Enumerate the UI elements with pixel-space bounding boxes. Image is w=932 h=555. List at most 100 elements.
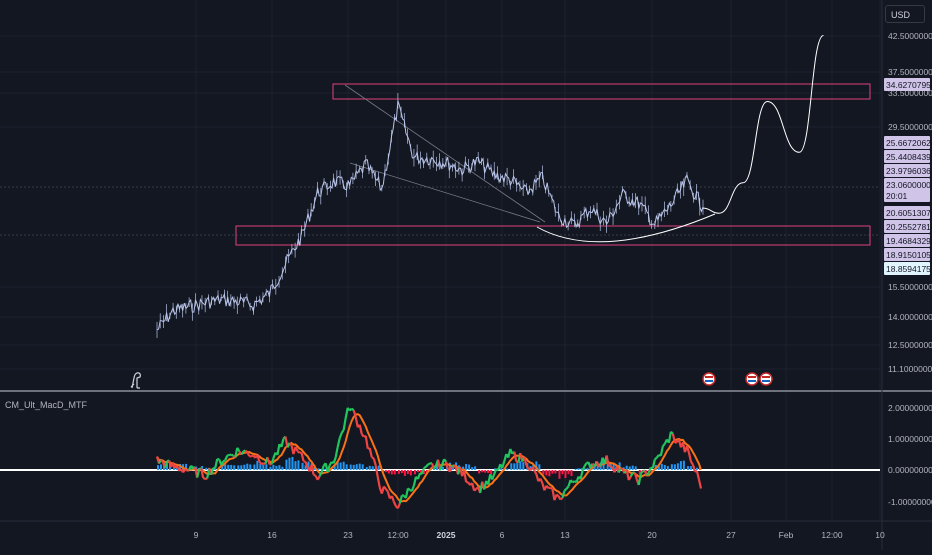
histogram-bar <box>506 469 508 470</box>
histogram-bar <box>324 469 326 470</box>
macd-line-segment <box>424 467 426 468</box>
price-label[interactable]: 34.62707956 <box>884 78 932 91</box>
indicator-axis-tick-label: 2.00000000 <box>888 403 932 413</box>
histogram-bar <box>575 469 577 470</box>
macd-line-segment <box>556 494 558 496</box>
histogram-bar <box>398 470 400 474</box>
histogram-bar <box>474 466 476 470</box>
macd-line-segment <box>245 450 247 452</box>
time-axis-label: 27 <box>726 530 736 540</box>
histogram-bar <box>632 466 634 470</box>
histogram-bar <box>343 462 345 470</box>
currency-badge[interactable]: USD <box>885 5 925 23</box>
price-axis-tick-label: 11.10000000 <box>888 364 932 374</box>
histogram-bar <box>340 463 342 470</box>
histogram-bar <box>265 464 267 470</box>
histogram-bar <box>297 460 299 470</box>
price-axis-tick-label: 14.00000000 <box>888 312 932 322</box>
price-label[interactable]: 18.85941751 <box>884 262 932 275</box>
macd-line-segment <box>621 468 623 470</box>
price-label-value: 18.91501056 <box>886 250 932 260</box>
price-label[interactable]: 20.60513073 <box>884 206 932 219</box>
histogram-bar <box>385 470 387 472</box>
histogram-bar <box>671 464 673 470</box>
histogram-bar <box>414 470 416 474</box>
histogram-bar <box>262 465 264 470</box>
histogram-bar <box>230 465 232 470</box>
histogram-bar <box>388 470 390 474</box>
histogram-bar <box>558 470 560 479</box>
histogram-bar <box>272 465 274 470</box>
histogram-bar <box>205 468 207 470</box>
histogram-bar <box>510 463 512 470</box>
macd-line-segment <box>289 443 291 445</box>
price-label-value: 20.25527811 <box>886 222 932 232</box>
flag-stripe <box>748 376 756 378</box>
histogram-bar <box>484 470 486 473</box>
macd-line-segment <box>231 455 233 456</box>
macd-line-segment <box>671 432 673 434</box>
time-axis-label: 23 <box>343 530 353 540</box>
price-axis-tick-label: 15.50000000 <box>888 282 932 292</box>
histogram-bar <box>288 458 290 470</box>
time-axis-label: 16 <box>267 530 277 540</box>
histogram-bar <box>468 465 470 470</box>
time-axis-label: 9 <box>194 530 199 540</box>
histogram-bar <box>353 465 355 470</box>
histogram-bar <box>587 468 589 470</box>
histogram-bar <box>294 461 296 470</box>
histogram-bar <box>551 470 553 474</box>
indicator-title[interactable]: CM_Ult_MacD_MTF <box>5 400 87 410</box>
histogram-bar <box>157 465 159 470</box>
histogram-bar <box>281 467 283 470</box>
indicator-axis-tick-label: -1.00000000 <box>888 497 932 507</box>
histogram-bar <box>285 460 287 470</box>
histogram-bar <box>516 463 518 470</box>
price-axis-tick-label: 42.50000000 <box>888 31 932 41</box>
price-label[interactable]: 25.44084390 <box>884 150 932 163</box>
price-label[interactable]: 19.46843291 <box>884 234 932 247</box>
macd-line-segment <box>203 478 205 479</box>
histogram-bar <box>481 470 483 472</box>
histogram-bar <box>240 465 242 470</box>
histogram-bar <box>394 470 396 474</box>
histogram-bar <box>442 467 444 470</box>
histogram-bar <box>359 464 361 470</box>
economic-event-flag-icon[interactable] <box>746 373 758 385</box>
histogram-bar <box>256 461 258 470</box>
price-label[interactable]: 25.66720624 <box>884 136 932 149</box>
histogram-bar <box>417 470 419 472</box>
histogram-bar <box>578 468 580 470</box>
histogram-bar <box>346 464 348 470</box>
flag-stripe <box>705 376 713 378</box>
price-label[interactable]: 20.25527811 <box>884 220 932 233</box>
time-axis-label: 2025 <box>437 530 456 540</box>
histogram-bar <box>674 464 676 470</box>
price-label[interactable]: 23.97960363 <box>884 164 932 177</box>
macd-line-segment <box>259 462 261 465</box>
histogram-bar <box>237 465 239 470</box>
macd-line-segment <box>261 463 263 464</box>
histogram-bar <box>160 464 162 470</box>
macd-line-segment <box>571 480 573 482</box>
macd-line-segment <box>426 464 428 466</box>
histogram-bar <box>677 463 679 470</box>
histogram-bar <box>487 470 489 473</box>
macd-line-segment <box>564 489 566 491</box>
economic-event-flag-icon[interactable] <box>703 373 715 385</box>
histogram-bar <box>350 465 352 470</box>
histogram-bar <box>233 465 235 470</box>
economic-event-flag-icon[interactable] <box>760 373 772 385</box>
flag-circle <box>703 373 715 385</box>
histogram-bar <box>519 461 521 470</box>
histogram-bar <box>407 470 409 474</box>
histogram-bar <box>561 470 563 474</box>
histogram-bar <box>362 464 364 470</box>
histogram-bar <box>478 470 480 474</box>
price-label[interactable]: 18.91501056 <box>884 248 932 261</box>
histogram-bar <box>227 465 229 470</box>
time-axis-label: 20 <box>647 530 657 540</box>
